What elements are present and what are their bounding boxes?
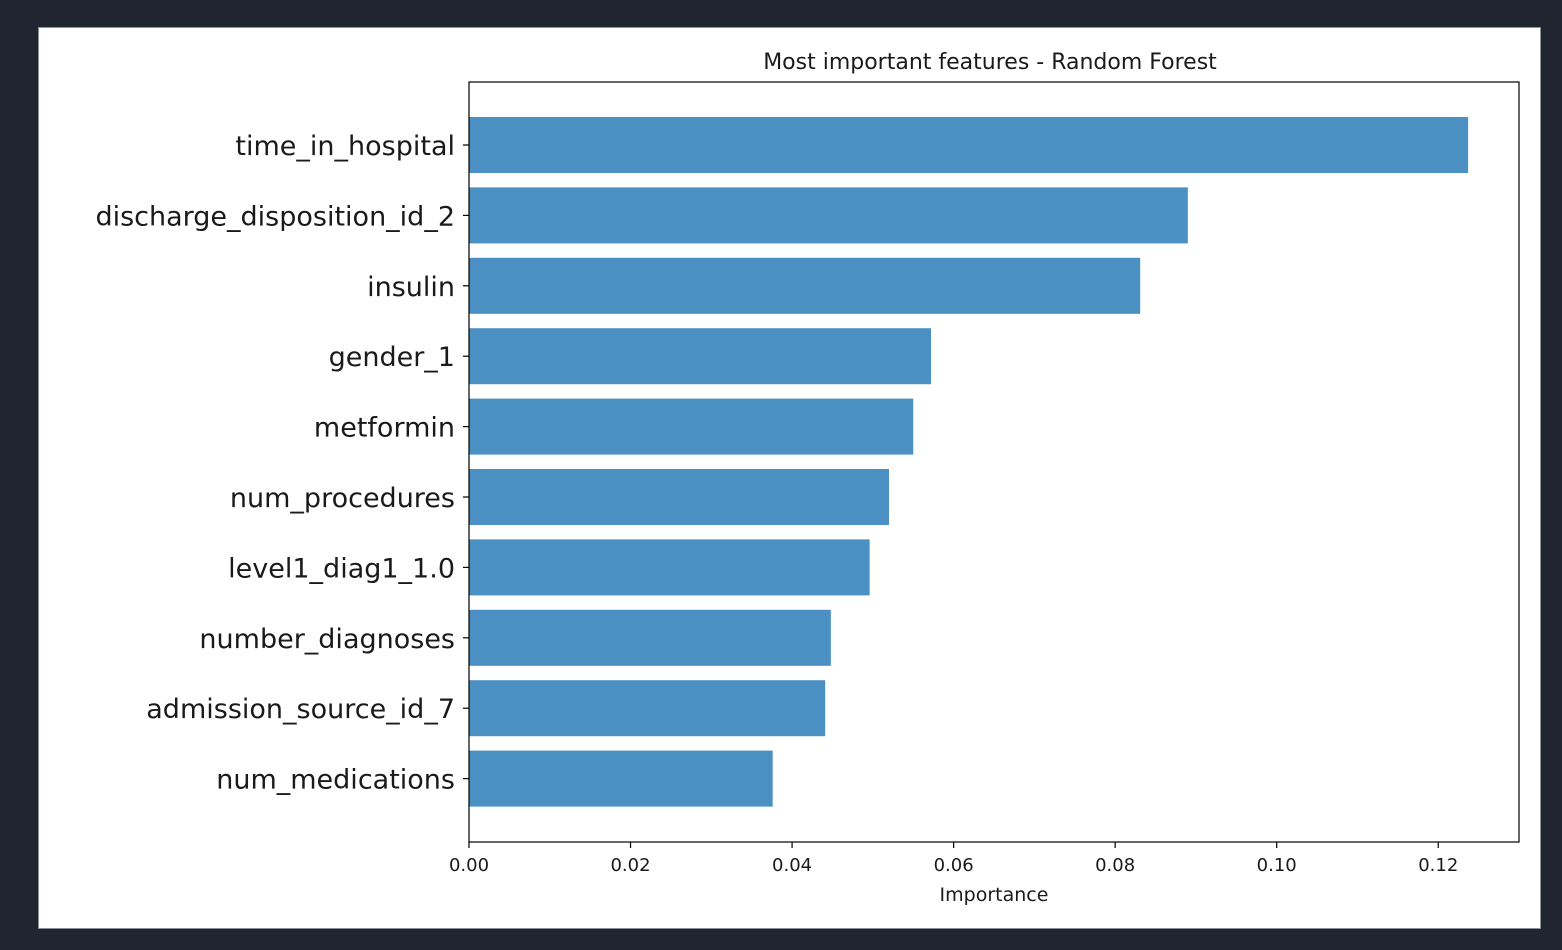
bars-group — [469, 117, 1469, 807]
bar-insulin — [469, 257, 1141, 314]
y-tick-label: admission_source_id_7 — [146, 694, 455, 725]
y-tick-label: discharge_disposition_id_2 — [95, 201, 455, 232]
bar-discharge_disposition_id_2 — [469, 187, 1188, 244]
bar-level1_diag1_1.0 — [469, 539, 870, 596]
x-tick-label: 0.12 — [1418, 855, 1458, 876]
y-tick-label: num_medications — [216, 765, 455, 796]
x-tick-label: 0.00 — [449, 855, 489, 876]
y-axis-ticks: time_in_hospital discharge_disposition_id… — [95, 131, 469, 796]
x-tick-label: 0.04 — [772, 855, 812, 876]
y-tick-label: gender_1 — [329, 342, 455, 373]
y-tick-label: insulin — [367, 272, 455, 303]
y-tick-label: num_procedures — [230, 483, 455, 514]
y-tick-label: number_diagnoses — [199, 624, 455, 655]
x-tick-label: 0.06 — [934, 855, 974, 876]
chart-title: Most important features - Random Forest — [763, 50, 1217, 75]
x-tick-label: 0.10 — [1257, 855, 1297, 876]
y-tick-label: time_in_hospital — [235, 131, 455, 162]
bar-number_diagnoses — [469, 609, 831, 666]
bar-admission_source_id_7 — [469, 680, 826, 737]
bar-metformin — [469, 398, 914, 455]
bar-time_in_hospital — [469, 117, 1469, 173]
plot-frame — [468, 81, 1520, 843]
x-tick-label: 0.08 — [1095, 855, 1135, 876]
y-tick-label: metformin — [314, 413, 455, 444]
x-axis-label: Importance — [940, 884, 1049, 906]
x-tick-label: 0.02 — [610, 855, 650, 876]
y-tick-label: level1_diag1_1.0 — [228, 553, 455, 584]
bar-gender_1 — [469, 328, 931, 385]
x-axis-ticks: 0.00 0.02 0.04 0.06 0.08 0.10 0.12 — [449, 842, 1458, 876]
bar-num_medications — [469, 750, 773, 807]
bar-num_procedures — [469, 469, 889, 525]
